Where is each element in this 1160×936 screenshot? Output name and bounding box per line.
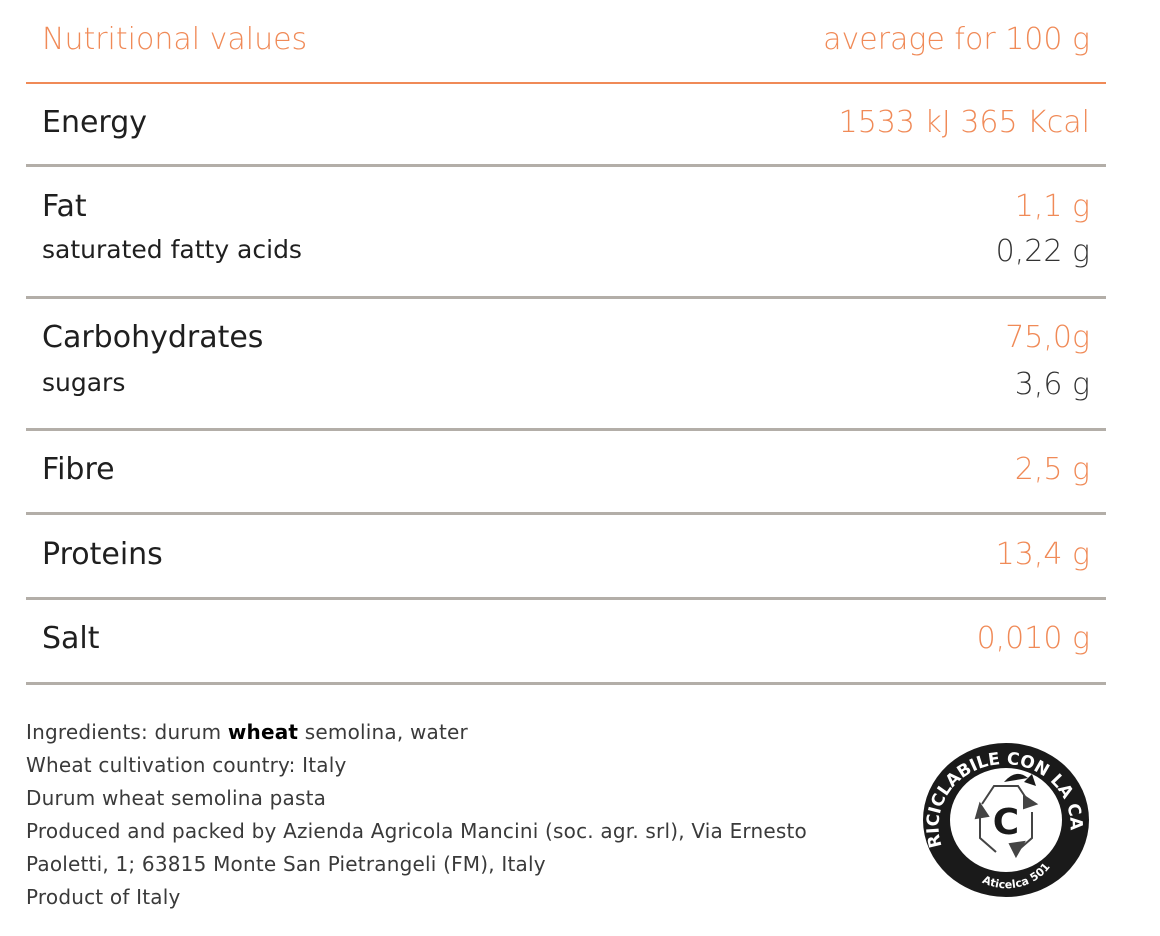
seal-center-letter: C <box>993 802 1019 843</box>
seal-inner-disc <box>950 768 1062 872</box>
row-fat: Fat 1,1 g saturated fatty acids 0,22 g <box>26 167 1106 299</box>
header-value: average for 100 g <box>823 22 1090 57</box>
energy-label: Energy <box>42 105 148 140</box>
salt-value: 0,010 g <box>976 621 1090 656</box>
header-label: Nutritional values <box>42 22 308 57</box>
ingredients-line: Ingredients: durum wheat semolina, water <box>26 718 886 751</box>
row-energy: Energy 1533 kJ 365 Kcal <box>26 84 1106 167</box>
fat-value: 1,1 g <box>1014 189 1090 224</box>
saturated-fat-value: 0,22 g <box>995 234 1090 269</box>
ingredients-prefix: Ingredients: durum <box>26 720 228 744</box>
sugars-value: 3,6 g <box>1014 367 1090 402</box>
proteins-value: 13,4 g <box>995 537 1090 572</box>
recycle-arrows-icon <box>974 785 1039 859</box>
row-salt: Salt 0,010 g <box>26 600 1106 685</box>
producer-line-1: Produced and packed by Azienda Agricola … <box>26 819 807 843</box>
carbohydrates-value: 75,0g <box>1005 320 1090 355</box>
row-carbohydrates: Carbohydrates 75,0g sugars 3,6 g <box>26 299 1106 431</box>
carbohydrates-label: Carbohydrates <box>42 320 264 355</box>
fibre-value: 2,5 g <box>1014 452 1090 487</box>
product-description: Durum wheat semolina pasta <box>26 786 327 810</box>
cultivation-country: Wheat cultivation country: Italy <box>26 753 347 777</box>
salt-label: Salt <box>42 621 100 656</box>
fibre-label: Fibre <box>42 452 115 487</box>
fat-label: Fat <box>42 189 87 224</box>
producer-line-2: Paoletti, 1; 63815 Monte San Pietrangeli… <box>26 852 546 876</box>
origin-line: Product of Italy <box>26 885 181 909</box>
sugars-label: sugars <box>42 368 126 397</box>
product-info: Ingredients: durum wheat semolina, water… <box>26 718 886 916</box>
ingredients-suffix: semolina, water <box>298 720 468 744</box>
row-proteins: Proteins 13,4 g <box>26 515 1106 600</box>
arrow-icon <box>1004 773 1036 786</box>
row-fibre: Fibre 2,5 g <box>26 431 1106 515</box>
proteins-label: Proteins <box>42 537 163 572</box>
paper-recycling-seal: RICICLABILE CON LA CARTA Aticelca 501 C <box>920 738 1089 897</box>
saturated-fat-label: saturated fatty acids <box>42 235 302 264</box>
allergen-wheat: wheat <box>227 720 299 744</box>
table-header: Nutritional values average for 100 g <box>26 0 1106 84</box>
energy-value: 1533 kJ 365 Kcal <box>838 105 1090 140</box>
